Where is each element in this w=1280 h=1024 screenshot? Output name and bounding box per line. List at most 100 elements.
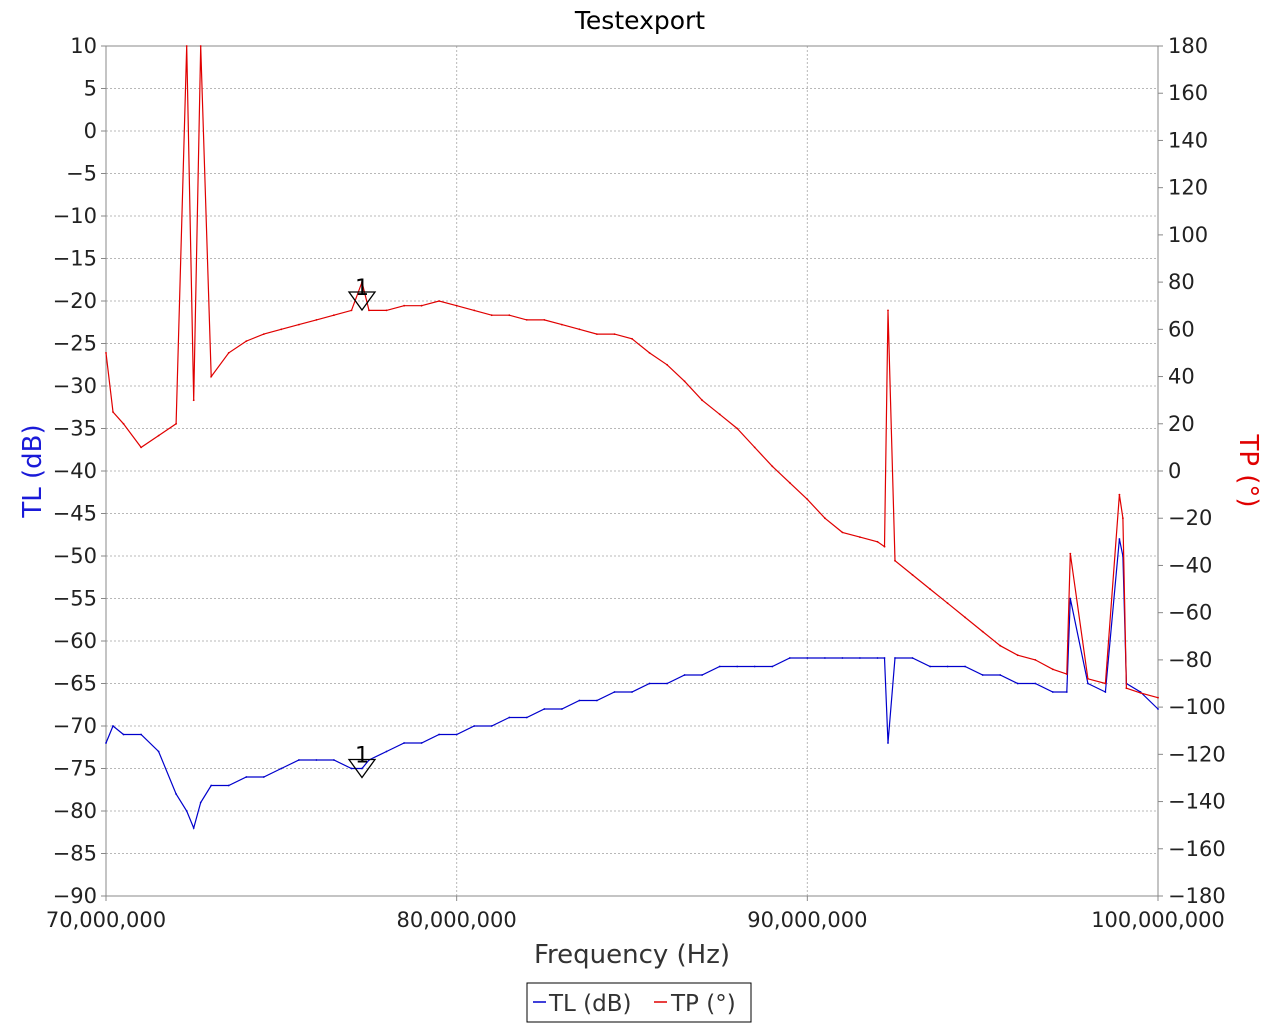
data-point [701, 674, 703, 676]
data-point [561, 323, 563, 326]
right-tick-label: 0 [1168, 459, 1181, 483]
y-left-axis-title: TL (dB) [18, 424, 48, 518]
data-point [525, 319, 528, 321]
data-point [1118, 538, 1121, 540]
right-tick-label: −120 [1168, 742, 1226, 766]
data-point [648, 352, 651, 354]
data-point [771, 465, 774, 468]
data-point [596, 699, 598, 702]
data-point [140, 733, 143, 736]
data-point [718, 413, 721, 416]
left-tick-label: −70 [53, 714, 97, 738]
data-point [883, 545, 886, 548]
left-tick-label: −35 [53, 417, 97, 441]
data-point [894, 559, 896, 562]
data-point [876, 540, 879, 543]
data-point [455, 733, 458, 736]
right-tick-label: −180 [1168, 884, 1226, 908]
data-point [185, 810, 188, 812]
data-point [361, 281, 363, 283]
data-point [578, 328, 581, 331]
data-point [333, 314, 335, 317]
right-tick-label: −60 [1168, 601, 1212, 625]
x-axis: 70,000,000 80,000,000 90,000,000 100,000,00… [46, 896, 1225, 932]
data-point [1118, 493, 1121, 496]
data-point [1087, 677, 1089, 680]
marker-2[interactable]: 1 [347, 744, 377, 779]
x-axis-title: Frequency (Hz) [534, 940, 730, 970]
data-point [350, 309, 353, 312]
grid [105, 45, 1159, 897]
x-tick-label: 70,000,000 [46, 908, 166, 932]
data-point [1139, 692, 1142, 694]
marker-label: 1 [355, 744, 369, 769]
series-line [105, 538, 1159, 830]
data-point [859, 657, 861, 659]
data-point [420, 304, 423, 307]
right-tick-label: 160 [1168, 81, 1208, 105]
data-point [298, 323, 300, 326]
data-point [596, 333, 598, 335]
data-point [403, 742, 405, 744]
left-tick-label: −15 [53, 247, 97, 271]
legend: TL (dB) TP (°) [526, 982, 752, 1023]
data-point [1069, 597, 1072, 600]
right-axis: 180 160 140 120 100 80 60 40 20 0 −20 −40 −60 −80 −100… [1158, 34, 1226, 908]
data-point [1034, 659, 1037, 661]
left-tick-label: −10 [53, 204, 97, 228]
data-point [806, 498, 809, 501]
right-tick-label: −80 [1168, 648, 1212, 672]
left-tick-label: −65 [53, 672, 97, 696]
left-tick-label: −5 [66, 162, 97, 186]
right-tick-label: 180 [1168, 34, 1208, 58]
data-point [666, 682, 668, 685]
data-point [508, 314, 511, 317]
data-point [1157, 696, 1159, 699]
data-point [894, 657, 896, 659]
left-tick-label: −30 [53, 374, 97, 398]
data-point [911, 574, 914, 576]
data-point [473, 309, 476, 312]
data-point [245, 776, 248, 778]
data-point [876, 657, 879, 659]
data-point [315, 759, 318, 761]
right-tick-label: 60 [1168, 317, 1195, 341]
data-point [1125, 687, 1128, 690]
data-point [210, 375, 213, 378]
data-point [122, 422, 125, 425]
left-tick-label: −75 [53, 757, 97, 781]
data-point [1051, 691, 1054, 693]
data-point [438, 733, 440, 736]
data-point [999, 644, 1002, 647]
data-point [175, 422, 178, 425]
data-point [1104, 691, 1107, 693]
right-tick-label: 100 [1168, 223, 1208, 247]
data-point [946, 602, 949, 605]
data-point [157, 434, 160, 437]
data-point [315, 319, 318, 321]
marker-1[interactable]: 1 [347, 276, 377, 312]
data-point [508, 716, 511, 719]
x-tick-label: 80,000,000 [397, 908, 517, 932]
left-tick-label: 0 [84, 119, 97, 143]
data-point [543, 708, 546, 710]
data-point [1069, 552, 1072, 555]
data-point [981, 674, 984, 676]
data-point [122, 733, 125, 736]
data-point [1034, 682, 1037, 685]
data-point [824, 657, 826, 659]
right-tick-label: 140 [1168, 128, 1208, 152]
data-point [841, 531, 844, 534]
data-point [613, 691, 616, 693]
data-point [806, 657, 809, 659]
data-point [1157, 708, 1159, 710]
data-point [736, 665, 739, 668]
y-right-axis-title: TP (°) [1233, 433, 1263, 507]
left-tick-label: −50 [53, 544, 97, 568]
data-point [753, 665, 756, 668]
data-point [175, 793, 178, 795]
data-point [192, 399, 195, 402]
data-point [333, 759, 335, 761]
data-point [105, 352, 107, 354]
